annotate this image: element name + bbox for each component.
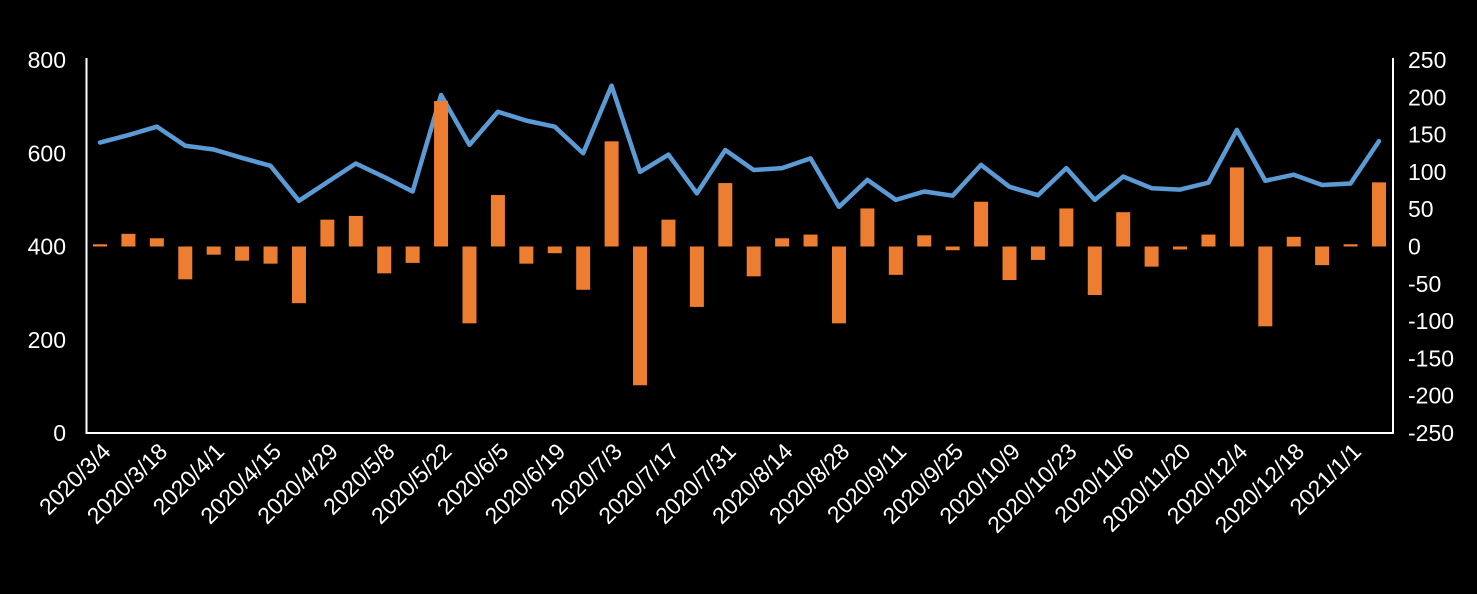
bar: [1030, 246, 1045, 260]
line-series: [97, 83, 1382, 210]
bar: [121, 233, 136, 247]
right-axis-tick-label: -250: [1408, 420, 1454, 446]
bar: [263, 246, 278, 264]
right-axis-tick-label: -100: [1408, 308, 1454, 334]
bar: [689, 246, 704, 307]
right-axis-tick-label: 200: [1408, 84, 1446, 110]
right-axis-tick-label: -50: [1408, 271, 1441, 297]
right-axis-tick-label: 150: [1408, 122, 1446, 148]
bar: [149, 238, 164, 247]
bar: [1059, 208, 1074, 247]
bar: [1258, 246, 1273, 327]
right-axis-tick-label: -150: [1408, 345, 1454, 371]
bar: [945, 246, 960, 251]
bar: [1002, 246, 1017, 281]
bar: [974, 201, 989, 247]
left-axis-tick-label: 600: [28, 140, 66, 166]
left-axis-tick-label: 0: [53, 420, 66, 446]
bar: [348, 215, 363, 247]
bar: [1372, 182, 1386, 247]
bar: [1229, 167, 1244, 247]
bar: [633, 246, 648, 386]
bar: [718, 183, 733, 247]
bar: [490, 195, 505, 247]
bar: [547, 246, 562, 254]
bar: [519, 246, 534, 264]
bar: [320, 219, 335, 247]
bar: [917, 235, 932, 247]
right-axis-tick-label: 100: [1408, 159, 1446, 185]
bar: [1315, 246, 1330, 266]
left-axis-tick-label: 200: [28, 327, 66, 353]
right-axis-tick-label: -200: [1408, 383, 1454, 409]
bar: [1201, 234, 1216, 247]
bar: [661, 219, 676, 247]
right-axis-tick-label: 250: [1408, 47, 1446, 73]
left-axis-tick-label: 400: [28, 234, 66, 260]
bar: [831, 246, 846, 324]
bar: [1116, 212, 1131, 247]
bar: [291, 246, 306, 304]
right-axis-tick-label: 50: [1408, 196, 1434, 222]
bar: [803, 234, 818, 247]
bar: [775, 238, 790, 247]
bar: [604, 141, 619, 247]
left-axis-tick-label: 800: [28, 47, 66, 73]
bar: [462, 246, 477, 324]
bar: [746, 246, 761, 277]
bar: [576, 246, 591, 290]
bar: [405, 246, 420, 263]
bar: [860, 208, 875, 247]
bar: [434, 101, 449, 247]
bar: [93, 244, 107, 247]
bar: [1286, 236, 1301, 247]
bar: [888, 246, 903, 275]
bar: [1343, 244, 1358, 247]
bar: [377, 246, 392, 274]
bar: [206, 246, 221, 255]
bar: [178, 246, 193, 280]
bar: [1144, 246, 1159, 267]
bar: [1173, 246, 1188, 250]
bar: [235, 246, 250, 261]
right-axis-tick-label: 0: [1408, 234, 1421, 260]
bar: [1087, 246, 1102, 295]
